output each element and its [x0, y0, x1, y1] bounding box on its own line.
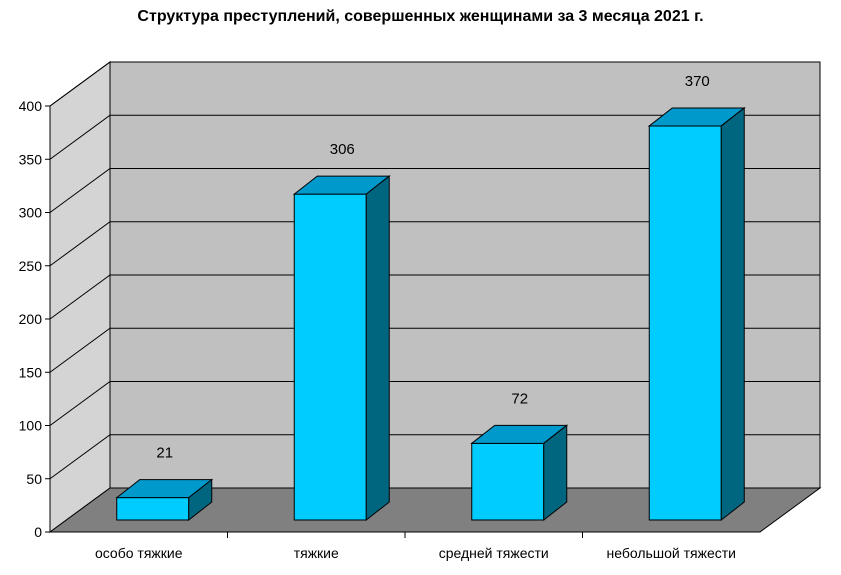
bar-front: [648, 125, 722, 521]
y-tick-label: 300: [19, 205, 43, 221]
y-tick-label: 150: [19, 364, 43, 380]
gridline: [49, 61, 820, 107]
gridline: [49, 114, 820, 160]
y-axis-ticks: 0 50 100 150 200 250 300 350 400: [19, 98, 50, 540]
bar-side: [543, 424, 568, 522]
y-tick-label: 350: [19, 151, 43, 167]
gridline: [49, 434, 820, 480]
data-label: 370: [685, 73, 710, 90]
y-tick-label: 250: [19, 258, 43, 274]
y-tick-label: 50: [26, 471, 42, 487]
bar: [647, 106, 746, 522]
y-tick-label: 400: [19, 98, 43, 114]
bar-front: [293, 193, 367, 521]
gridline: [49, 168, 820, 213]
data-label: 21: [156, 445, 173, 462]
gridline: [49, 327, 820, 373]
bar: [115, 478, 214, 522]
y-tick-label: 100: [19, 418, 43, 434]
chart-gridlines: [49, 61, 820, 480]
chart-bars: [115, 106, 746, 522]
data-labels: 21 306 72 370: [156, 73, 709, 462]
bar: [292, 175, 391, 522]
data-label: 72: [511, 390, 528, 407]
x-category-label: тяжкие: [294, 545, 339, 561]
x-axis-categories: особо тяжкие тяжкие средней тяжести небольш…: [95, 532, 736, 561]
gridline: [49, 221, 820, 267]
bar-front: [116, 497, 190, 521]
chart-title: Структура преступлений, совершенных женщ…: [137, 8, 704, 25]
bar: [470, 424, 569, 522]
gridline: [49, 381, 820, 426]
y-tick-label: 200: [19, 311, 43, 327]
y-tick-label: 0: [34, 524, 42, 540]
data-label: 306: [330, 141, 355, 158]
x-category-label: небольшой тяжести: [607, 545, 736, 561]
bar-front: [471, 442, 545, 521]
x-category-label: средней тяжести: [439, 545, 549, 561]
bar-side: [365, 175, 390, 522]
bar-side: [720, 106, 745, 522]
bar-side: [188, 478, 213, 522]
x-category-label: особо тяжкие: [95, 545, 183, 561]
gridline: [49, 274, 820, 320]
